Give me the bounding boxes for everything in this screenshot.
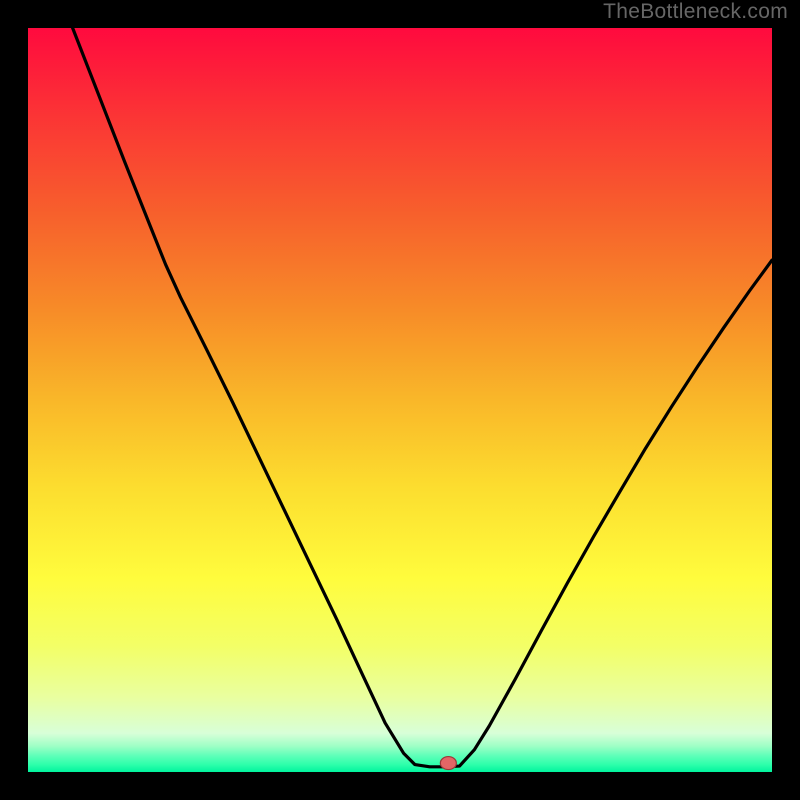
optimal-point-marker [440,757,456,770]
watermark-text: TheBottleneck.com [603,0,788,24]
chart-container [0,0,800,800]
bottleneck-chart [0,0,800,800]
